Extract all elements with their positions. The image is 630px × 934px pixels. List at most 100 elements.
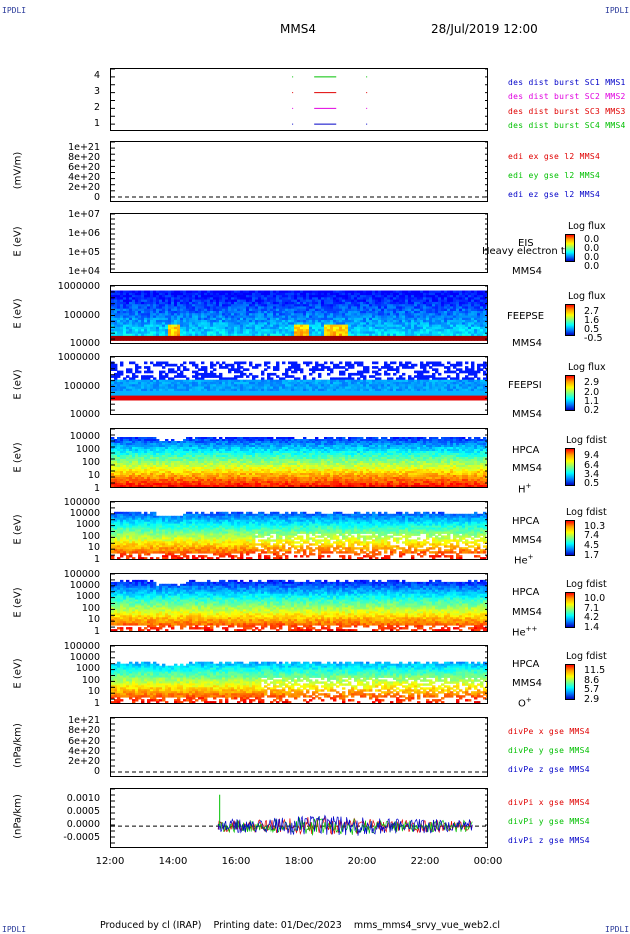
spectrogram-cell	[432, 308, 436, 312]
spectrogram-cell	[294, 304, 298, 307]
spectrogram-cell	[123, 382, 127, 385]
spectrogram-cell	[366, 301, 370, 305]
spectrogram-cell	[480, 322, 484, 325]
spectrogram-cell	[357, 384, 361, 387]
spectrogram-cell	[480, 379, 484, 383]
spectrogram-cell	[432, 393, 436, 396]
spectrogram-cell	[234, 315, 238, 319]
spectrogram-cell	[147, 370, 151, 374]
spectrogram-cell	[153, 382, 157, 385]
spectrogram-cell	[204, 368, 208, 371]
spectrogram-cell	[381, 395, 385, 399]
spectrogram-cell	[180, 317, 184, 321]
spectrogram-cell	[336, 290, 340, 294]
spectrogram-cell	[294, 306, 298, 310]
spectrogram-cell	[291, 297, 295, 300]
spectrogram-cell	[411, 338, 415, 341]
spectrogram-cell	[468, 304, 472, 307]
spectrogram-cell	[213, 324, 217, 328]
spectrogram-cell	[138, 292, 142, 296]
spectrogram-cell	[345, 393, 349, 396]
spectrogram-cell	[147, 447, 151, 450]
spectrogram-cell	[135, 477, 139, 480]
spectrogram-cell	[390, 317, 394, 321]
spectrogram-cell	[462, 331, 466, 335]
spectrogram-cell	[300, 329, 304, 332]
spectrogram-cell	[180, 308, 184, 312]
spectrogram-cell	[480, 363, 484, 367]
spectrogram-cell	[282, 324, 286, 328]
spectrogram-cell	[276, 326, 280, 330]
spectrogram-cell	[417, 313, 421, 316]
spectrogram-cell	[219, 299, 223, 303]
spectrogram-cell	[141, 311, 145, 314]
spectrogram-cell	[477, 313, 481, 316]
spectrogram-cell	[462, 317, 466, 321]
spectrogram-cell	[402, 306, 406, 310]
spectrogram-cell	[189, 331, 193, 335]
spectrogram-cell	[384, 382, 388, 385]
spectrogram-cell	[252, 308, 256, 312]
spectrogram-cell	[228, 292, 232, 296]
spectrogram-cell	[225, 311, 229, 314]
spectrogram-cell	[243, 292, 247, 296]
spectrogram-cell	[144, 453, 148, 456]
spectrogram-cell	[483, 384, 487, 387]
spectrogram-cell	[270, 391, 274, 394]
spectrogram-cell	[303, 306, 307, 310]
spectrogram-cell	[129, 370, 133, 374]
spectrogram-cell	[123, 479, 127, 482]
spectrogram-cell	[372, 297, 376, 300]
spectrogram-cell	[426, 290, 430, 294]
spectrogram-cell	[303, 397, 307, 401]
spectrogram-cell	[279, 317, 283, 321]
spectrogram-cell	[474, 313, 478, 316]
spectrogram-cell	[426, 377, 430, 381]
spectrogram-cell	[162, 320, 166, 323]
spectrogram-cell	[408, 361, 412, 365]
spectrogram-cell	[159, 311, 163, 314]
spectrogram-cell	[465, 326, 469, 330]
spectrogram-cell	[453, 317, 457, 321]
spectrogram-cell	[177, 331, 181, 335]
spectrogram-cell	[327, 292, 331, 296]
spectrogram-cell	[213, 335, 217, 339]
spectrogram-cell	[234, 335, 238, 339]
spectrogram-cell	[411, 363, 415, 367]
spectrogram-cell	[126, 439, 130, 442]
spectrogram-cell	[174, 304, 178, 307]
spectrogram-cell	[339, 322, 343, 325]
spectrogram-cell	[408, 329, 412, 332]
spectrogram-cell	[246, 386, 250, 390]
spectrogram-cell	[273, 290, 277, 294]
spectrogram-cell	[216, 313, 220, 316]
spectrogram-cell	[381, 322, 385, 325]
spectrogram-cell	[315, 324, 319, 328]
spectrogram-cell	[318, 326, 322, 330]
spectrogram-cell	[138, 384, 142, 387]
spectrogram-cell	[186, 386, 190, 390]
spectrogram-cell	[126, 384, 130, 387]
spectrogram-cell	[294, 386, 298, 390]
spectrogram-cell	[189, 297, 193, 300]
spectrogram-cell	[114, 453, 118, 456]
spectrogram-cell	[363, 331, 367, 335]
spectrogram-cell	[477, 393, 481, 396]
spectrogram-cell	[312, 326, 316, 330]
spectrogram-cell	[402, 301, 406, 305]
spectrogram-cell	[123, 467, 127, 470]
spectrogram-cell	[486, 317, 487, 321]
spectrogram-cell	[171, 295, 175, 298]
spectrogram-cell	[270, 315, 274, 319]
spectrogram-cell	[450, 311, 454, 314]
spectrogram-cell	[453, 382, 457, 385]
spectrogram-cell	[162, 306, 166, 310]
spectrogram-cell	[405, 338, 409, 341]
spectrogram-cell	[477, 324, 481, 328]
spectrogram-cell	[390, 304, 394, 307]
spectrogram-cell	[297, 335, 301, 339]
spectrogram-cell	[384, 324, 388, 328]
spectrogram-cell	[153, 322, 157, 325]
spectrogram-cell	[297, 313, 301, 316]
spectrogram-cell	[180, 333, 184, 337]
